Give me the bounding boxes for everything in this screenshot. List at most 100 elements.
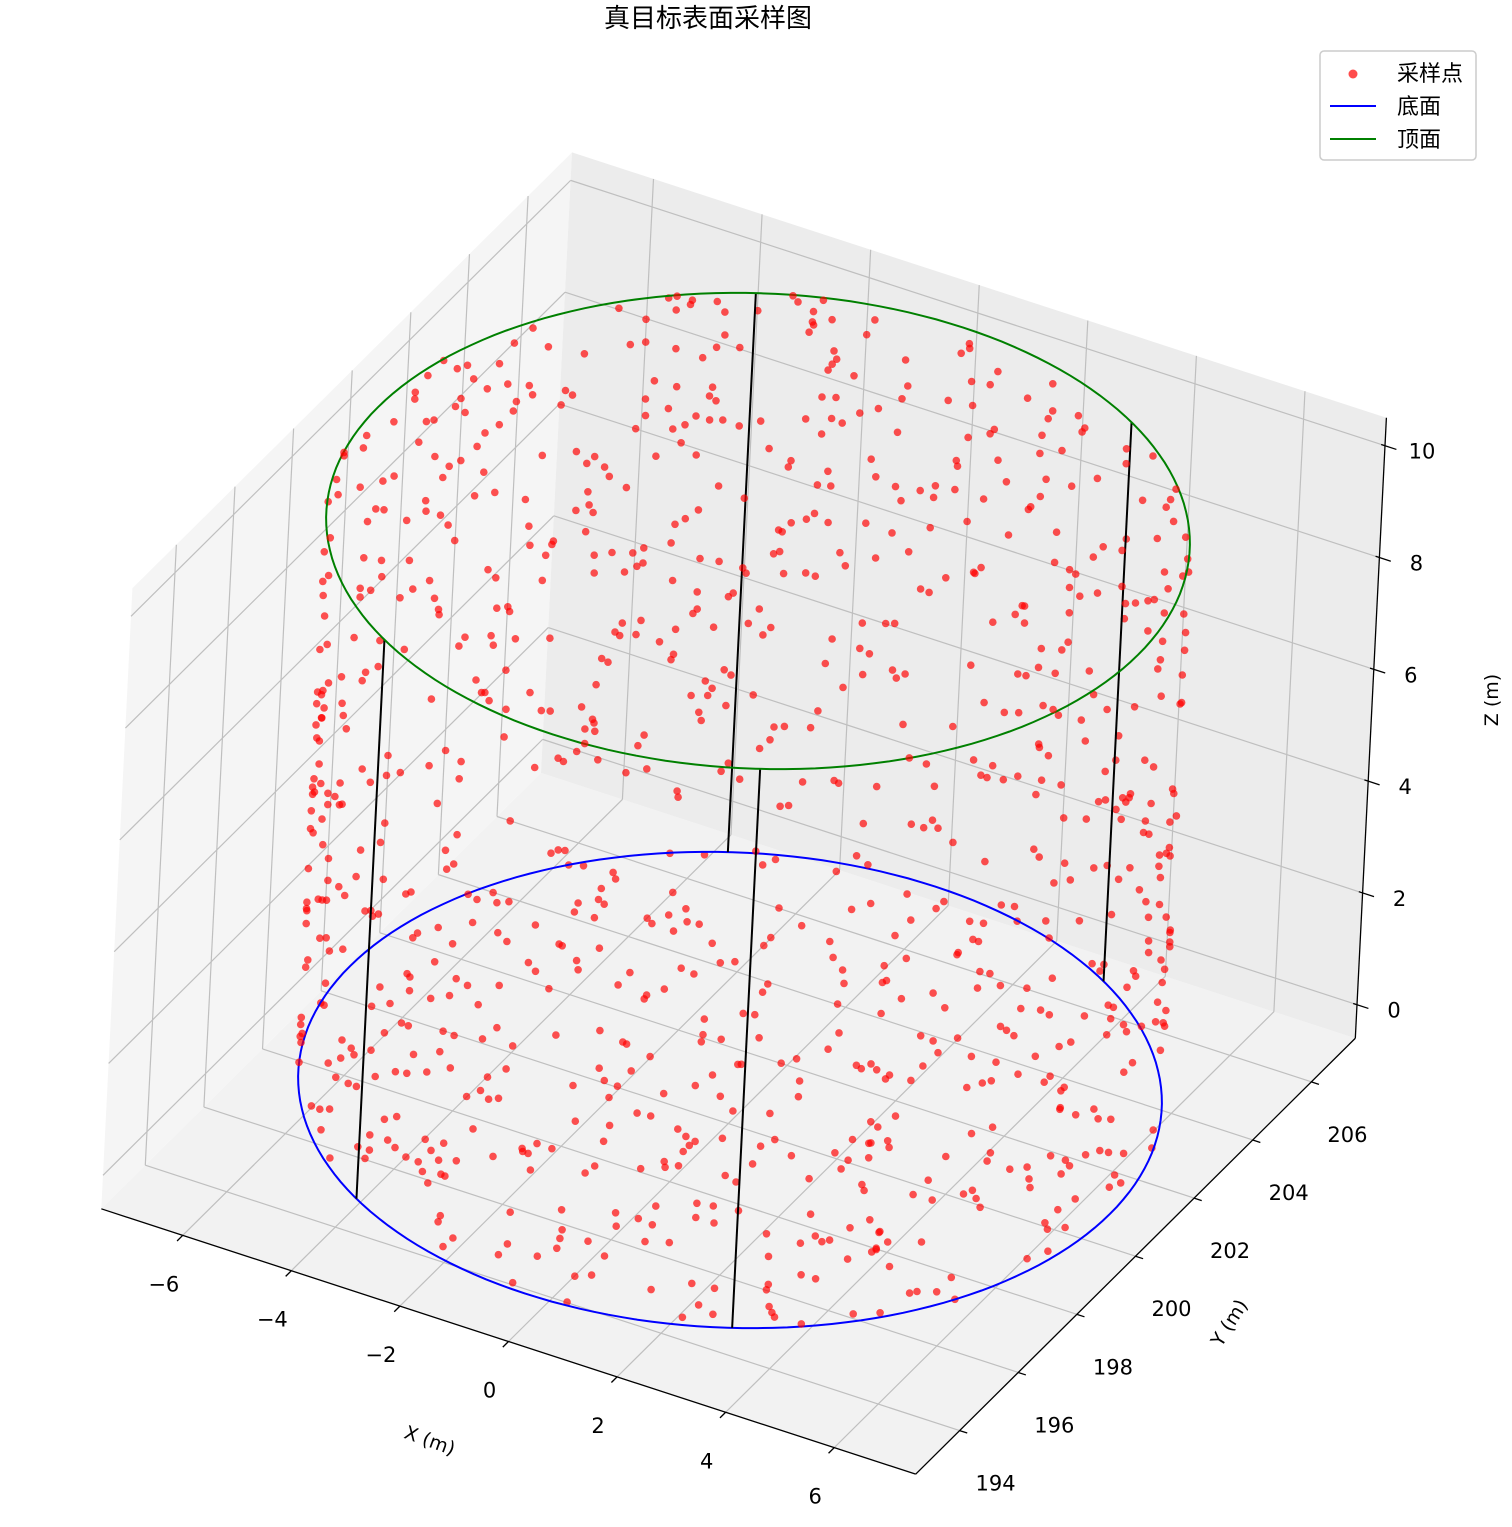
sample-point bbox=[784, 801, 793, 810]
sample-point bbox=[840, 979, 848, 988]
sample-point bbox=[1180, 610, 1188, 618]
sample-point bbox=[626, 968, 634, 977]
sample-point bbox=[907, 916, 915, 924]
sample-point bbox=[924, 1176, 932, 1184]
bottom-circle-line bbox=[297, 850, 1163, 1330]
sample-point bbox=[326, 534, 335, 542]
sample-point bbox=[959, 1190, 968, 1198]
sample-point bbox=[839, 683, 847, 692]
sample-point bbox=[1037, 644, 1046, 653]
sample-point bbox=[529, 324, 537, 332]
sample-point bbox=[994, 456, 1002, 465]
sample-point bbox=[1155, 862, 1163, 871]
sample-point bbox=[867, 1060, 875, 1068]
sample-point bbox=[818, 393, 826, 401]
sample-point bbox=[563, 1298, 571, 1306]
sample-point bbox=[755, 744, 764, 753]
sample-point bbox=[1104, 1001, 1112, 1009]
sample-point bbox=[748, 1160, 757, 1168]
sample-point bbox=[968, 401, 977, 410]
sample-point bbox=[485, 696, 493, 705]
sample-point bbox=[847, 905, 856, 914]
sample-point bbox=[581, 1169, 589, 1177]
sample-point bbox=[400, 645, 409, 654]
sample-point bbox=[692, 1213, 700, 1222]
sample-point bbox=[376, 983, 384, 991]
sample-point bbox=[979, 919, 988, 928]
sample-point bbox=[687, 691, 695, 700]
sample-point bbox=[712, 343, 721, 352]
sample-point bbox=[834, 779, 843, 787]
sample-point bbox=[734, 1060, 742, 1069]
x-tick-label: 6 bbox=[809, 1485, 822, 1509]
sample-point bbox=[983, 1157, 991, 1165]
sample-point bbox=[622, 1040, 631, 1048]
sample-point bbox=[544, 343, 553, 351]
sample-point bbox=[710, 1219, 718, 1227]
sample-point bbox=[852, 852, 861, 860]
sample-point bbox=[902, 954, 911, 963]
sample-point bbox=[672, 344, 680, 353]
sample-point bbox=[692, 451, 700, 459]
sample-point bbox=[581, 725, 589, 733]
sample-point bbox=[648, 919, 656, 928]
sample-point bbox=[667, 655, 675, 664]
sample-point bbox=[876, 1309, 884, 1317]
sample-point bbox=[919, 823, 928, 832]
sample-point bbox=[1049, 380, 1057, 388]
sample-point bbox=[850, 372, 858, 380]
sample-point bbox=[794, 298, 802, 306]
sample-point bbox=[506, 817, 514, 825]
sample-point bbox=[1156, 1046, 1165, 1055]
sample-point bbox=[688, 296, 697, 305]
sample-point bbox=[1102, 1031, 1111, 1039]
sample-point bbox=[481, 429, 489, 437]
y-tick-label: 202 bbox=[1210, 1239, 1250, 1263]
sample-point bbox=[548, 1144, 556, 1153]
sample-point bbox=[491, 488, 499, 497]
sample-point bbox=[500, 733, 508, 741]
sample-point bbox=[882, 976, 891, 985]
sample-point bbox=[871, 554, 880, 562]
sample-point bbox=[771, 855, 780, 864]
sample-point bbox=[967, 1052, 976, 1061]
sample-point bbox=[659, 1089, 668, 1098]
sample-point bbox=[502, 705, 510, 714]
z-axis-label: Z (m) bbox=[1481, 674, 1503, 726]
sample-point bbox=[1155, 851, 1164, 859]
sample-point bbox=[1158, 637, 1167, 646]
sample-point bbox=[554, 846, 562, 854]
sample-point bbox=[1160, 609, 1169, 617]
sample-point bbox=[1000, 708, 1009, 717]
sample-point bbox=[448, 940, 457, 948]
sample-point bbox=[526, 688, 534, 697]
sample-point bbox=[770, 1313, 779, 1321]
sample-point bbox=[721, 331, 729, 339]
sample-point bbox=[765, 1302, 773, 1311]
sample-point bbox=[1158, 978, 1166, 987]
sample-point bbox=[965, 917, 974, 926]
sample-point bbox=[509, 407, 518, 415]
sample-point bbox=[298, 1029, 307, 1038]
sample-point bbox=[309, 829, 317, 837]
sample-point bbox=[965, 339, 974, 348]
sample-point bbox=[636, 1164, 645, 1173]
sample-point bbox=[450, 1031, 458, 1040]
sample-point bbox=[504, 380, 512, 388]
sample-point bbox=[414, 1158, 423, 1166]
sample-point bbox=[673, 787, 681, 795]
sample-point bbox=[405, 986, 414, 995]
sample-point bbox=[667, 539, 675, 547]
sample-point bbox=[1149, 452, 1157, 460]
sample-point bbox=[1150, 595, 1159, 604]
sample-point bbox=[677, 964, 685, 972]
y-tick bbox=[959, 1429, 968, 1434]
sample-point bbox=[312, 721, 320, 729]
sample-point bbox=[1051, 669, 1059, 678]
sample-point bbox=[949, 838, 957, 847]
sample-point bbox=[716, 959, 725, 967]
sample-point bbox=[1018, 601, 1026, 610]
sample-point bbox=[1039, 701, 1047, 710]
sample-point bbox=[1061, 1156, 1070, 1164]
sample-point bbox=[709, 623, 718, 631]
